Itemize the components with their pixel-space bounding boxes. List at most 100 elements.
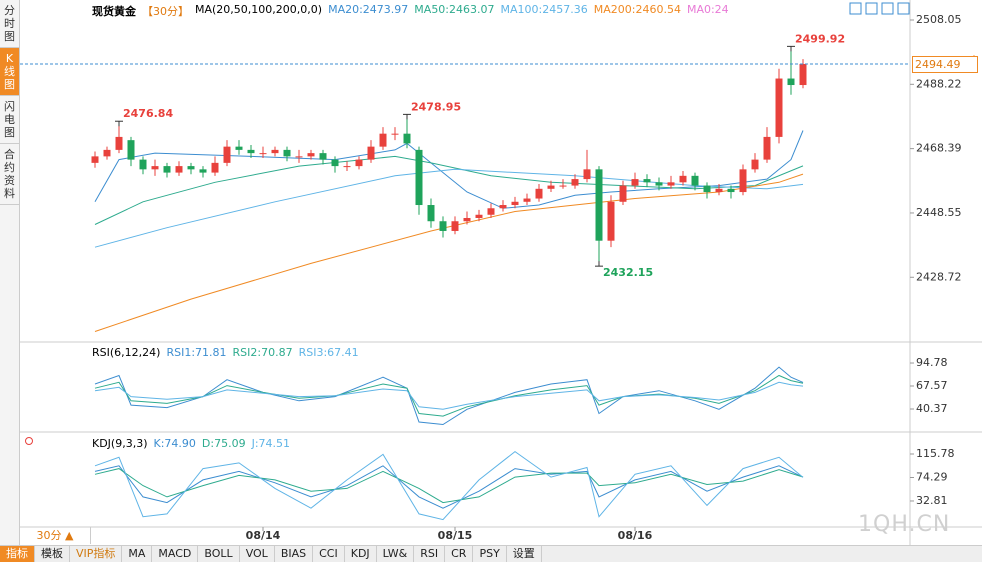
candle-body	[559, 185, 567, 187]
candle-body	[547, 185, 555, 189]
y-tick-label: 67.57	[916, 379, 948, 392]
candle-body	[379, 133, 387, 147]
chart: 2476.84 2478.95 2432.15 2499.92 2508.05 2…	[20, 0, 982, 545]
candle-body	[367, 146, 375, 160]
candle-body	[295, 156, 303, 158]
tool-icon[interactable]	[849, 2, 862, 15]
side-tab[interactable]: 合约资料	[0, 144, 19, 205]
high-annotation: 2476.84	[123, 107, 173, 120]
candle-body	[103, 149, 111, 157]
legend-entry: J:74.51	[251, 437, 291, 450]
side-tab[interactable]: 闪电图	[0, 96, 19, 144]
candle-body	[163, 166, 171, 173]
toolbar	[849, 2, 910, 15]
candle-body	[775, 78, 783, 137]
indicator-title: MA(20,50,100,200,0,0)	[195, 3, 323, 16]
main-header: 现货黄金 【30分】 MA(20,50,100,200,0,0) MA20:24…	[92, 3, 729, 19]
candle-body	[235, 146, 243, 150]
tab[interactable]: VIP指标	[70, 546, 123, 562]
candle-body	[487, 208, 495, 215]
x-tick-label: 08/16	[618, 529, 653, 542]
tab-bar: 指标 模板 VIP指标 MA MACD BOLL VOL BIAS CCI KDJ LW& RSI CR…	[0, 545, 982, 562]
candle-body	[607, 201, 615, 241]
candle-body	[595, 169, 603, 241]
tab[interactable]: VOL	[240, 546, 275, 562]
candle-body	[571, 179, 579, 186]
tool-icon[interactable]	[881, 2, 894, 15]
watermark: 1QH.CN	[858, 512, 951, 537]
tab[interactable]: 指标	[0, 546, 35, 562]
legend-entry: MA20:2473.97	[328, 3, 409, 16]
candle-body	[763, 136, 771, 160]
tab[interactable]: MA	[122, 546, 153, 562]
tab[interactable]: 设置	[507, 546, 542, 562]
candle-body	[535, 188, 543, 199]
tab[interactable]: LW&	[377, 546, 415, 562]
candle-body	[187, 166, 195, 170]
candle-body	[619, 185, 627, 202]
legend-entry: K:74.90	[153, 437, 196, 450]
line-series	[94, 173, 804, 332]
period: 【30分】	[142, 5, 189, 18]
candle-body	[247, 149, 255, 154]
y-tick-label: 94.78	[916, 356, 948, 369]
tab[interactable]: CR	[445, 546, 474, 562]
high-annotation: 2478.95	[411, 100, 461, 113]
candle-body	[751, 159, 759, 170]
tab[interactable]: PSY	[473, 546, 507, 562]
rsi-header: RSI(6,12,24) RSI1:71.81 RSI2:70.87 RSI3:67…	[92, 346, 359, 359]
settings-icon[interactable]	[25, 437, 33, 445]
tab[interactable]: BIAS	[275, 546, 314, 562]
candle-body	[139, 159, 147, 170]
candle-body	[223, 146, 231, 163]
candle-body	[211, 162, 219, 173]
candle-body	[667, 182, 675, 186]
side-tab[interactable]: K线图	[0, 48, 19, 96]
legend-entry: RSI1:71.81	[166, 346, 227, 359]
candle-body	[439, 221, 447, 231]
candle-body	[415, 149, 423, 206]
candle-body	[739, 169, 747, 193]
tab[interactable]: 模板	[35, 546, 70, 562]
period-button[interactable]: 30分 ▲	[20, 527, 91, 544]
tab[interactable]: CCI	[313, 546, 345, 562]
candle-body	[355, 159, 363, 167]
line-series	[94, 450, 804, 521]
high-annotation: 2499.92	[795, 32, 845, 45]
legend-entry: MA0:24	[686, 3, 729, 16]
candle-body	[427, 205, 435, 222]
line-series	[94, 130, 804, 209]
tool-icon[interactable]	[865, 2, 878, 15]
legend-entry: RSI2:70.87	[232, 346, 293, 359]
tab[interactable]: KDJ	[345, 546, 377, 562]
candle-body	[727, 188, 735, 193]
candle-body	[175, 166, 183, 173]
tab[interactable]: BOLL	[198, 546, 240, 562]
tab[interactable]: RSI	[414, 546, 446, 562]
candle-body	[199, 169, 207, 173]
last-price-label: 2494.49	[912, 55, 978, 73]
candle-body	[331, 159, 339, 167]
tab[interactable]: MACD	[152, 546, 199, 562]
candle-body	[151, 166, 159, 170]
candle-body	[403, 133, 411, 144]
y-tick-label: 40.37	[916, 402, 948, 415]
candle-body	[655, 182, 663, 186]
candle-body	[91, 156, 99, 163]
y-tick-label: 2488.22	[916, 77, 962, 90]
indicator-title: RSI(6,12,24)	[92, 346, 161, 359]
x-tick-label: 08/15	[438, 529, 473, 542]
candle-body	[523, 198, 531, 202]
candle-body	[451, 221, 459, 231]
legend-entry: RSI3:67.41	[298, 346, 359, 359]
tool-icon[interactable]	[897, 2, 910, 15]
candle-body	[679, 175, 687, 183]
candle-body	[631, 179, 639, 186]
side-tab[interactable]: 分时图	[0, 0, 19, 48]
candle-body	[499, 205, 507, 209]
candle-body	[703, 185, 711, 193]
y-tick-label: 2508.05	[916, 13, 962, 26]
candle-body	[643, 179, 651, 183]
candle-body	[307, 153, 315, 157]
kdj-header: KDJ(9,3,3) K:74.90 D:75.09 J:74.51	[92, 437, 290, 450]
